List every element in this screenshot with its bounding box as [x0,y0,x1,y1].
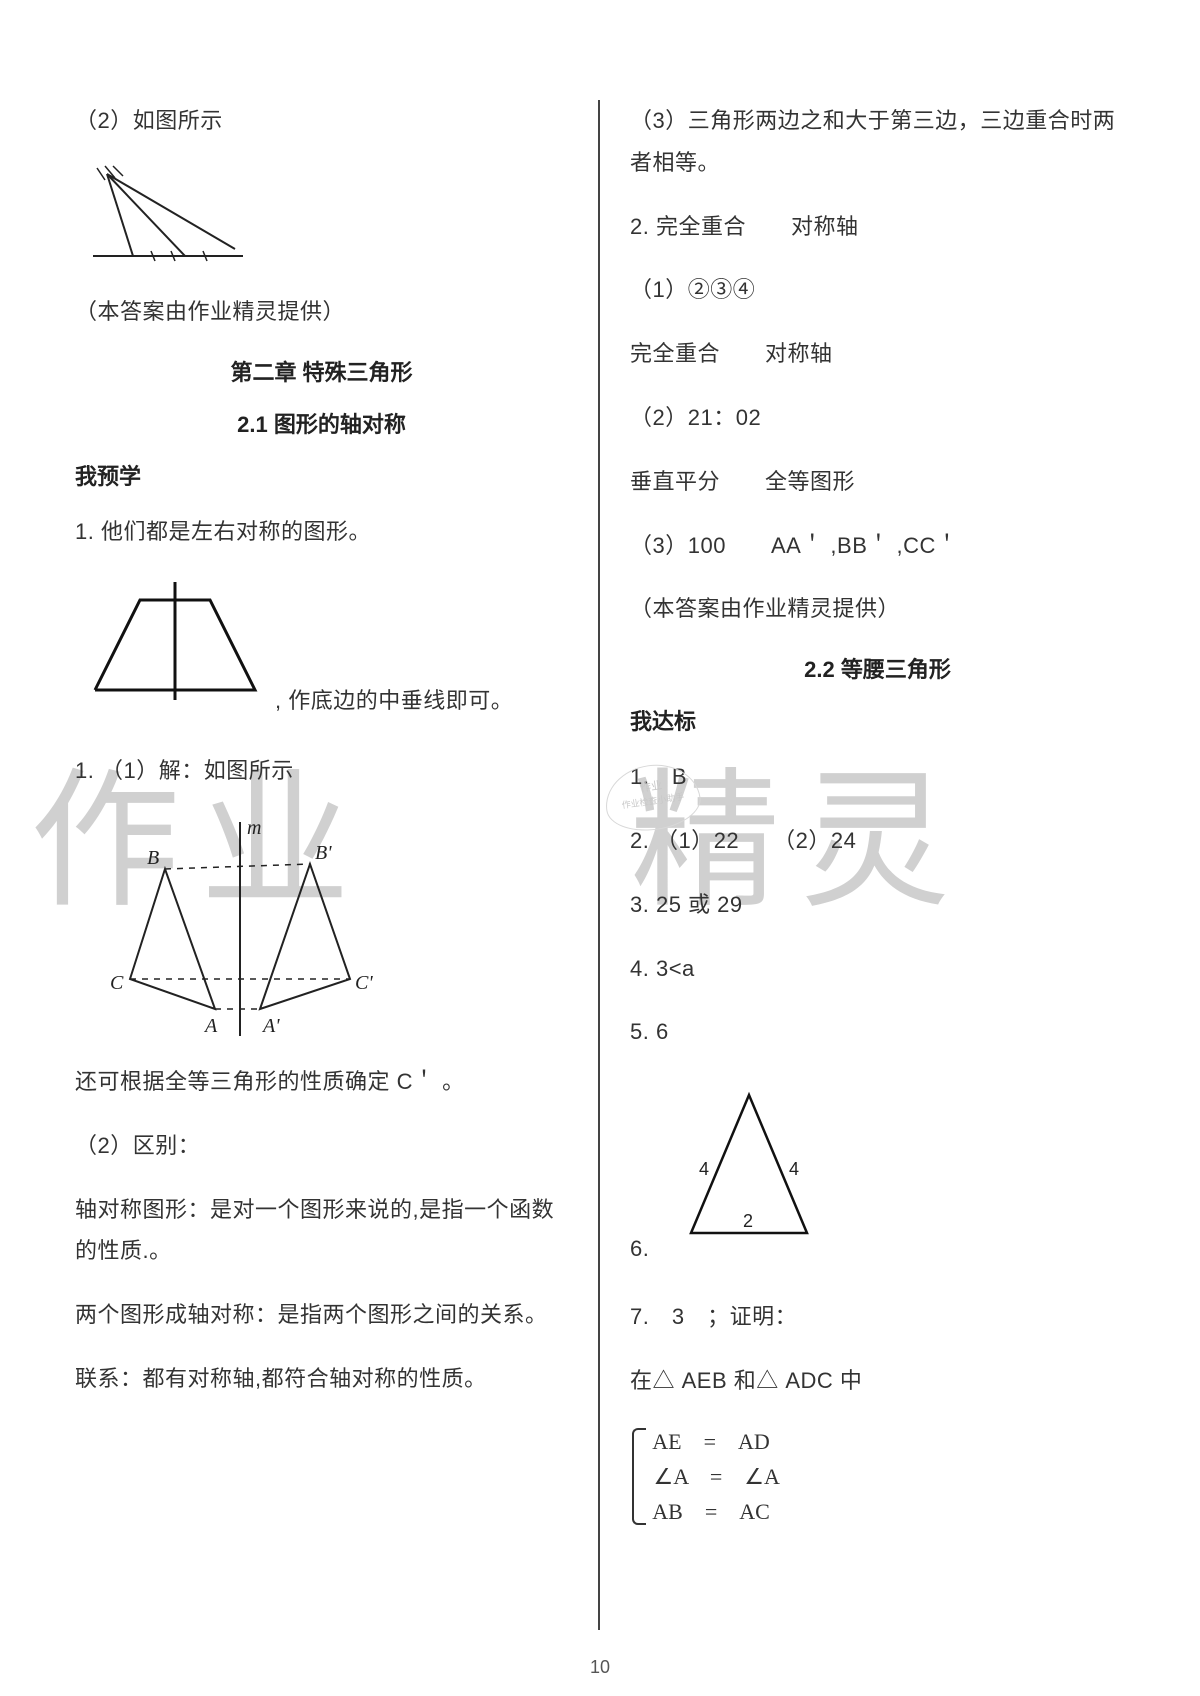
answer-line: 2. （1）22 （2）24 [630,820,1125,862]
chapter-heading: 第二章 特殊三角形 [75,355,568,387]
text-line: （3）100 AA＇ ,BB＇ ,CC＇ [630,525,1125,567]
answer-line: 在△ AEB 和△ ADC 中 [630,1360,1125,1402]
section-heading: 2.1 图形的轴对称 [75,407,568,439]
answer-line: 5. 6 [630,1011,1125,1053]
answer-line: 3. 25 或 29 [630,884,1125,926]
label-side-left: 4 [699,1159,710,1179]
sub-heading: 我预学 [75,459,568,491]
page-content: （2）如图所示 （本答案由作业精灵提供 [75,100,1125,1630]
answer-prefix: 6. [630,1228,649,1274]
label-base: 2 [743,1211,754,1231]
sub-heading: 我达标 [630,704,1125,736]
text-line: 1. 他们都是左右对称的图形。 [75,511,568,553]
text-line: 1. （1）解：如图所示 [75,750,568,792]
section-heading: 2.2 等腰三角形 [630,652,1125,684]
answer-line: 4. 3<a [630,948,1125,990]
label-A: A [203,1015,218,1037]
text-line: （3）三角形两边之和大于第三边，三边重合时两者相等。 [630,100,1125,184]
text-line: 还可根据全等三角形的性质确定 C＇ 。 [75,1061,568,1103]
text-line: 垂直平分 全等图形 [630,461,1125,503]
page-number: 10 [590,1657,610,1678]
text-line: 联系：都有对称轴,都符合轴对称的性质。 [75,1358,568,1400]
text-line: （1）②③④ [630,269,1125,311]
label-C: C [110,972,124,994]
two-column-layout: （2）如图所示 （本答案由作业精灵提供 [75,100,1125,1630]
text-line: （2）区别： [75,1125,568,1167]
equation-system: AE = AD ∠A = ∠A AB = AC [630,1424,1125,1530]
text-line: （2）21：02 [630,397,1125,439]
equation-row: ∠A = ∠A [648,1459,1125,1494]
text-line: （2）如图所示 [75,100,568,142]
label-Ap: A' [261,1015,280,1037]
label-Cp: C' [355,972,373,994]
answer-line: 7. 3 ；证明： [630,1296,1125,1338]
label-Bp: B' [315,842,332,864]
trapezoid-line: , 作底边的中垂线即可。 [75,574,568,728]
text-line: 2. 完全重合 对称轴 [630,206,1125,248]
text-line: （本答案由作业精灵提供） [75,291,568,333]
left-column: （2）如图所示 （本答案由作业精灵提供 [75,100,600,1630]
answer-line: 1. B [630,756,1125,798]
diagram-trapezoid [75,582,275,716]
text-line: 完全重合 对称轴 [630,333,1125,375]
diagram-isoceles-triangle: 4 4 2 [659,1083,839,1262]
text-line: 两个图形成轴对称：是指两个图形之间的关系。 [75,1294,568,1336]
right-column: （3）三角形两边之和大于第三边，三边重合时两者相等。 2. 完全重合 对称轴 （… [600,100,1125,1630]
label-B: B [147,847,159,869]
text-suffix: , 作底边的中垂线即可。 [275,680,513,728]
label-m: m [247,817,261,839]
answer-line-with-figure: 6. 4 4 2 [630,1075,1125,1274]
diagram-reflection: m B B' C C' A A' [75,814,568,1049]
equation-row: AE = AD [648,1424,1125,1459]
text-line: 轴对称图形：是对一个图形来说的,是指一个函数的性质.。 [75,1189,568,1273]
text-line: （本答案由作业精灵提供） [630,588,1125,630]
diagram-triangle-rays [75,164,568,279]
label-side-right: 4 [789,1159,800,1179]
equation-row: AB = AC [648,1494,1125,1529]
